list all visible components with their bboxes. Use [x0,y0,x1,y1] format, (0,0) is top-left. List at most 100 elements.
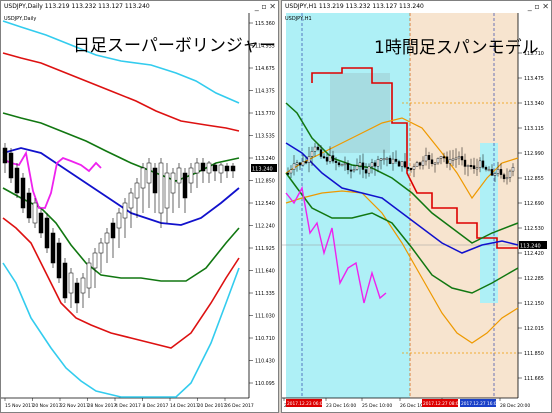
candle-body [385,157,389,160]
candle-body [472,165,476,169]
candle-body [331,155,335,162]
y-tick-label: 112.285 [524,276,544,282]
candle-body [481,160,485,168]
hourly-chart[interactable]: 113.710 113.475 113.340 113.115 112.990 112.8… [282,13,551,413]
hourly-window-buttons[interactable]: _ ▫ ✕ [527,2,549,11]
daily-chart[interactable]: 115.360 114.955 114.675 114.375 113.770 113.5… [1,13,278,413]
y-tick-label: 113.535 [255,134,275,140]
candle-body [310,151,314,157]
hourly-chart-window[interactable]: USDJPY,H1 113.219 113.232 113.127 113.24… [281,0,552,413]
x-tick-label: 8 Dec 2017 [143,403,169,409]
span-red-line [311,67,518,249]
candle-body [409,168,413,170]
y-tick-label: 112.990 [524,151,544,157]
candle-body [439,156,443,159]
candle-body [68,272,74,294]
candle-body [286,172,290,175]
daily-window-buttons[interactable]: _ ▫ ✕ [254,2,276,11]
candle-body [80,277,86,294]
x-tick-label: 20 Nov 2017 [33,403,62,409]
candle-body [128,192,134,209]
candle-body [8,152,14,179]
candle-body [448,159,452,164]
candle-body [164,172,170,209]
hourly-overlay-title: 1時間足スパンモデル [374,37,539,58]
candle-body [158,162,164,214]
daily-window-title: USDJPY,Daily 113.219 113.232 113.127 113… [4,3,150,10]
candle-body [445,156,449,164]
candle-body [224,165,230,172]
daily-chart-window[interactable]: USDJPY,Daily 113.219 113.232 113.127 113… [0,0,279,413]
candle-body [134,182,140,199]
candle-body [104,232,110,244]
candle-body [188,167,194,184]
candle-body [490,169,494,176]
daily-overlay-title: 日足スーパーボリンジャー [73,36,276,56]
candle-body [415,162,419,167]
candle-body [382,158,386,161]
candle-body [289,169,293,174]
x-tick-label: 15 Nov 2017 [5,403,34,409]
y-tick-label: 111.640 [255,269,275,275]
hourly-current-price: 113.240 [520,244,541,250]
y-tick-label: 114.675 [255,66,275,72]
candle-body [433,162,437,165]
candle-body [349,169,353,172]
green-band-lower [285,172,519,294]
time-highlight-badge [460,399,496,407]
candle-body [343,163,347,166]
candle-body [454,157,458,160]
y-tick-label: 110.095 [255,381,275,387]
candle-body [62,262,68,299]
candle-body [98,242,104,254]
bollinger-lower3-line [2,262,240,398]
candle-body [469,165,473,167]
green-band-upper [285,102,519,244]
candle-body [313,146,317,152]
candle-body [295,162,299,165]
candle-body [457,156,461,159]
candle-body [505,177,509,180]
candle-body [334,160,338,163]
candle-body [424,155,428,162]
candle-body [50,232,56,264]
candle-body [487,169,491,172]
candle-body [218,164,224,174]
y-tick-label: 111.925 [255,246,275,252]
candle-body [370,162,374,167]
candle-body [301,161,305,166]
y-tick-label: 112.240 [255,224,275,230]
bollinger-middle-line [2,147,240,226]
candle-body [2,147,8,164]
candle-body [307,156,311,163]
candle-body [466,165,470,167]
candle-body [412,166,416,170]
candle-body [451,158,455,161]
candle-body [86,262,92,289]
candle-body [358,162,362,167]
candle-body [367,166,371,174]
candle-body [511,166,515,172]
candle-body [298,162,302,166]
x-tick-label: 28 Dec 20:00 [500,403,530,409]
candle-body [463,159,467,167]
candle-body [170,172,176,194]
candle-body [316,146,320,150]
y-tick-label: 114.955 [255,44,275,50]
candle-body [304,161,308,164]
candle-body [502,174,506,180]
candle-body [322,156,326,159]
candle-body [406,167,410,169]
candle-body [430,159,434,164]
y-tick-label: 112.690 [524,201,544,207]
candle-body [496,169,500,174]
y-tick-label: 112.015 [524,326,544,332]
span-cloud-peach [410,13,518,398]
candle-body [355,165,359,170]
candle-body [32,202,38,224]
daily-symbol-label: USDJPY,Daily [4,16,36,22]
candle-body [230,165,236,172]
y-tick-label: 112.530 [524,226,544,232]
y-tick-label: 111.030 [255,314,275,320]
candle-body [122,202,128,219]
